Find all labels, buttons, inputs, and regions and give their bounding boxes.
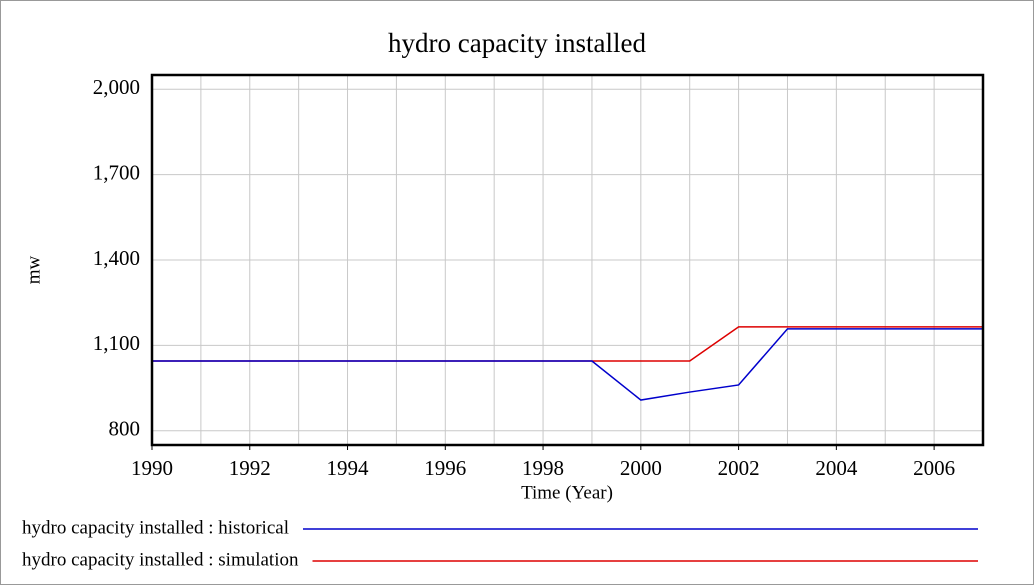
y-tick-label: 800 (109, 417, 141, 441)
x-tick-label: 1996 (424, 456, 466, 480)
x-tick-label: 2000 (620, 456, 662, 480)
x-axis-label: Time (Year) (521, 482, 613, 503)
y-tick-label: 1,100 (93, 331, 140, 355)
x-tick-label: 1990 (131, 456, 173, 480)
chart-title: hydro capacity installed (388, 28, 646, 58)
y-axis-label: mw (23, 255, 44, 284)
legend-label: hydro capacity installed : simulation (22, 549, 299, 570)
y-tick-label: 1,700 (93, 160, 140, 184)
x-tick-label: 2006 (913, 456, 955, 480)
plot-border (150, 73, 985, 447)
y-tick-label: 1,400 (93, 246, 140, 270)
x-tick-label: 1992 (229, 456, 271, 480)
legend-label: hydro capacity installed : historical (22, 517, 289, 538)
x-tick-label: 1998 (522, 456, 564, 480)
data-line (152, 328, 983, 401)
x-tick-label: 2002 (718, 456, 760, 480)
y-tick-label: 2,000 (93, 75, 140, 99)
x-tick-label: 2004 (815, 456, 858, 480)
x-tick-label: 1994 (327, 456, 370, 480)
